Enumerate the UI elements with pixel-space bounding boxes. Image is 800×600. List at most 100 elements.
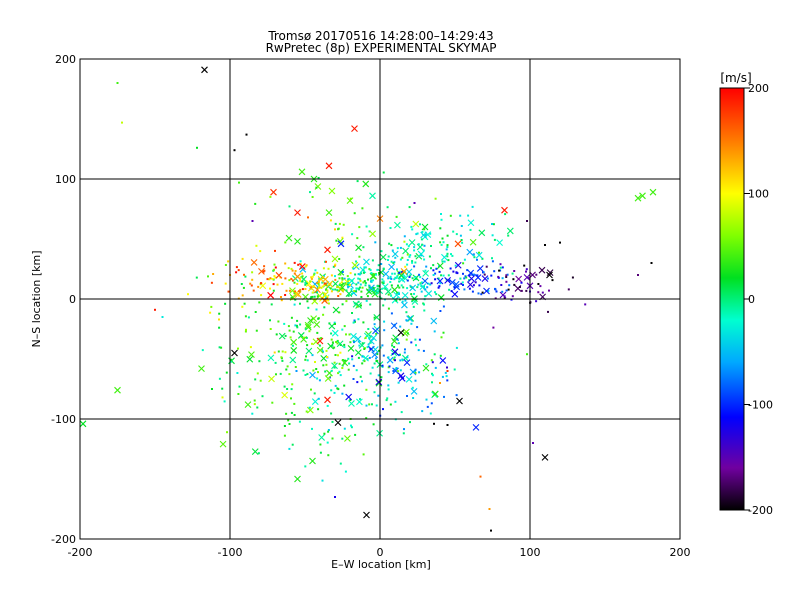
scatter-point-dot — [304, 374, 307, 376]
scatter-point-cross — [382, 270, 390, 278]
scatter-point-dot — [363, 280, 366, 283]
scatter-point-dot — [422, 287, 425, 290]
scatter-point-cross — [309, 457, 316, 465]
scatter-point-dot — [446, 244, 449, 247]
scatter-point-dot — [299, 323, 302, 326]
scatter-point-dot — [421, 410, 424, 413]
scatter-point-dot — [427, 282, 430, 285]
scatter-point-dot — [320, 337, 323, 340]
scatter-point-dot — [423, 258, 426, 261]
scatter-point-dot — [273, 263, 276, 266]
scatter-point-dot — [351, 358, 354, 361]
scatter-point-dot — [371, 366, 374, 369]
scatter-point-dot — [462, 262, 465, 265]
scatter-point-dot — [347, 285, 349, 288]
scatter-point-dot — [499, 263, 502, 266]
scatter-point-dot — [316, 331, 319, 334]
scatter-point-dot — [224, 282, 227, 285]
scatter-point-dot — [407, 245, 410, 248]
scatter-point-dot — [501, 277, 504, 280]
scatter-point-dot — [345, 333, 347, 336]
scatter-point-cross — [317, 275, 325, 283]
scatter-point-dot — [288, 279, 291, 282]
scatter-point-dot — [483, 273, 486, 276]
scatter-point-dot — [327, 299, 330, 302]
scatter-point-dot — [343, 343, 346, 346]
scatter-point-dot — [230, 358, 232, 361]
scatter-point-cross — [246, 355, 254, 363]
scatter-point-dot — [363, 360, 366, 363]
scatter-point-dot — [395, 276, 398, 279]
scatter-point-cross — [390, 322, 398, 330]
scatter-point-dot — [243, 302, 246, 305]
scatter-point-dot — [316, 295, 319, 298]
scatter-point-dot — [316, 271, 319, 274]
scatter-point-cross — [392, 367, 399, 375]
scatter-point-dot — [362, 269, 365, 272]
scatter-point-cross — [634, 194, 642, 202]
scatter-point-dot — [356, 305, 359, 308]
scatter-point-dot — [476, 258, 478, 261]
scatter-point-dot — [311, 291, 314, 294]
scatter-point-dot — [451, 254, 454, 257]
scatter-point-dot — [466, 269, 469, 272]
scatter-point-dot — [306, 373, 309, 376]
scatter-point-dot — [386, 397, 389, 400]
scatter-point-dot — [359, 279, 362, 282]
scatter-point-dot — [187, 293, 189, 296]
scatter-point-dot — [414, 371, 417, 374]
scatter-point-dot — [396, 275, 399, 278]
scatter-point-dot — [331, 420, 334, 423]
scatter-point-dot — [365, 225, 368, 228]
scatter-point-cross — [451, 290, 459, 298]
x-axis-label: E–W location [km] — [331, 558, 431, 571]
scatter-point-dot — [283, 322, 286, 325]
scatter-point-dot — [544, 244, 546, 246]
scatter-point-dot — [287, 325, 290, 328]
scatter-point-cross — [294, 209, 301, 216]
scatter-point-dot — [317, 371, 319, 374]
scatter-point-dot — [350, 424, 352, 427]
scatter-point-dot — [336, 342, 339, 345]
scatter-point-dot — [448, 279, 451, 282]
scatter-point-cross — [529, 271, 536, 279]
scatter-point-dot — [298, 420, 301, 423]
scatter-point-dot — [195, 276, 198, 279]
colorbar-tick-label: 200 — [748, 82, 769, 95]
scatter-point-dot — [154, 308, 156, 311]
scatter-point-dot — [330, 389, 333, 392]
scatter-point-dot — [396, 268, 398, 271]
scatter-point-dot — [304, 465, 307, 468]
scatter-point-dot — [447, 274, 450, 277]
scatter-point-dot — [358, 226, 361, 229]
scatter-point-dot — [352, 378, 355, 380]
scatter-point-dot — [341, 392, 344, 395]
scatter-point-cross — [475, 251, 483, 259]
scatter-point-dot — [356, 180, 359, 183]
scatter-point-dot — [353, 319, 356, 322]
scatter-point-dot — [432, 264, 435, 267]
scatter-point-dot — [414, 368, 417, 371]
scatter-point-dot — [353, 290, 356, 292]
scatter-point-cross — [496, 239, 504, 247]
scatter-point-dot — [365, 299, 368, 302]
scatter-point-dot — [322, 267, 325, 270]
scatter-point-dot — [398, 293, 400, 295]
scatter-point-dot — [453, 368, 456, 371]
scatter-point-dot — [416, 286, 419, 289]
scatter-point-dot — [334, 263, 337, 266]
scatter-point-cross — [408, 239, 416, 246]
scatter-point-dot — [398, 286, 401, 289]
scatter-point-dot — [462, 272, 464, 275]
scatter-point-cross — [454, 261, 462, 269]
scatter-point-dot — [445, 248, 448, 251]
scatter-point-dot — [322, 364, 325, 367]
scatter-point-dot — [404, 348, 406, 351]
scatter-point-dot — [380, 263, 383, 265]
scatter-point-dot — [365, 388, 368, 391]
scatter-point-cross — [231, 349, 238, 357]
scatter-point-dot — [245, 133, 248, 136]
scatter-point-cross — [346, 197, 354, 204]
scatter-point-dot — [351, 355, 354, 358]
